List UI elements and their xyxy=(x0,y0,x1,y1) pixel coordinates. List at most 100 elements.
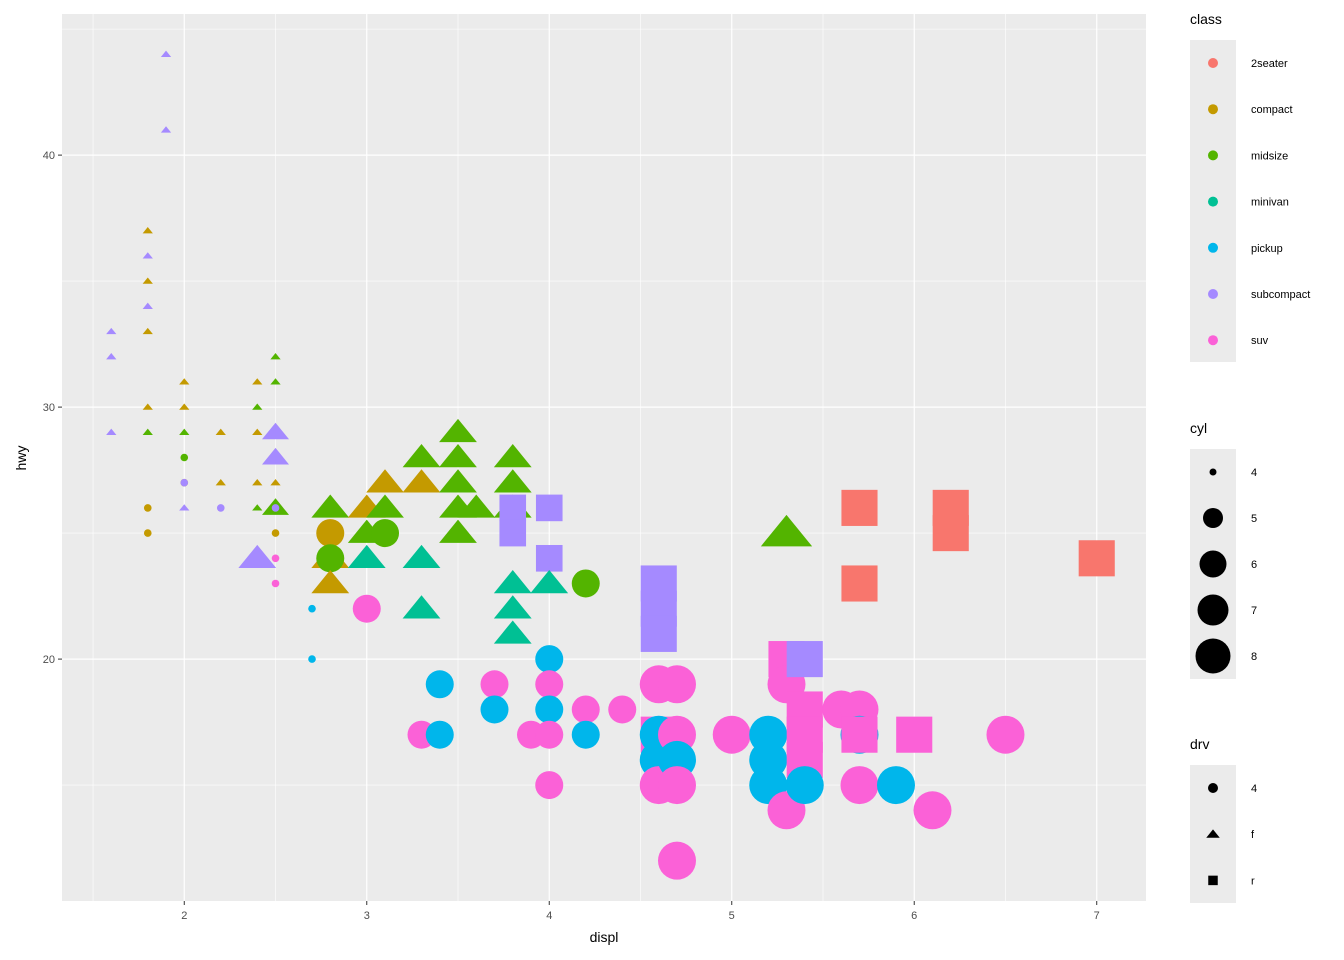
data-point xyxy=(499,519,527,547)
data-point xyxy=(439,519,477,543)
legend-drv-key-r xyxy=(1208,875,1218,886)
legend-class-key-midsize xyxy=(1208,150,1218,161)
data-point xyxy=(402,469,441,493)
legend-class-label-2seater: 2seater xyxy=(1251,58,1288,70)
data-point xyxy=(480,695,509,724)
y-tick-label: 30 xyxy=(43,402,55,414)
data-point xyxy=(308,655,316,663)
data-point xyxy=(160,50,172,57)
data-point xyxy=(760,514,813,547)
data-point xyxy=(238,544,277,569)
legend-class-label-midsize: midsize xyxy=(1251,150,1288,162)
x-tick-label: 6 xyxy=(911,910,917,922)
data-point xyxy=(106,327,117,335)
legend-class-label-suv: suv xyxy=(1251,335,1269,347)
data-point xyxy=(142,277,153,284)
data-point xyxy=(270,378,281,385)
legend-cyl-key-8 xyxy=(1195,638,1231,674)
data-point xyxy=(932,515,969,552)
data-point xyxy=(270,353,281,360)
x-axis-title: displ xyxy=(590,929,619,945)
data-point xyxy=(179,378,190,385)
data-point xyxy=(402,595,441,619)
legend-cyl-label-5: 5 xyxy=(1251,513,1257,525)
data-point xyxy=(571,720,600,749)
data-point xyxy=(311,570,350,594)
legend-class-key-minivan xyxy=(1208,196,1218,207)
x-tick-label: 3 xyxy=(364,910,370,922)
legend-drv: drv 4 f r xyxy=(1190,736,1257,903)
legend-cyl-key-5 xyxy=(1203,508,1223,528)
legend-cyl: cyl 4 5 6 7 8 xyxy=(1190,420,1257,679)
data-point xyxy=(841,565,878,602)
legend-class-key-2seater xyxy=(1208,58,1218,68)
data-point xyxy=(215,428,226,435)
data-point xyxy=(657,841,696,880)
data-point xyxy=(493,595,532,619)
data-point xyxy=(657,766,696,805)
data-point xyxy=(786,641,823,678)
data-point xyxy=(896,716,933,753)
data-point xyxy=(271,504,280,512)
legend-cyl-title: cyl xyxy=(1190,420,1207,436)
data-point xyxy=(252,504,263,511)
data-point xyxy=(840,766,879,805)
data-point xyxy=(530,570,569,594)
y-axis-title: hwy xyxy=(13,446,29,471)
data-point xyxy=(493,570,532,594)
x-tick-label: 2 xyxy=(181,910,187,922)
data-point xyxy=(402,444,441,468)
data-point xyxy=(876,766,915,805)
x-tick-label: 4 xyxy=(546,910,552,922)
data-point xyxy=(252,403,263,410)
data-point xyxy=(316,544,345,573)
legend-cyl-label-8: 8 xyxy=(1251,651,1257,663)
data-point xyxy=(535,771,564,800)
data-point xyxy=(535,645,564,674)
data-point xyxy=(252,428,263,435)
data-point xyxy=(142,428,153,435)
legend-drv-label-f: f xyxy=(1251,829,1255,841)
data-point xyxy=(640,615,677,652)
legend-cyl-label-4: 4 xyxy=(1251,467,1257,479)
data-point xyxy=(143,529,152,537)
data-point xyxy=(402,544,441,569)
legend-drv-label-r: r xyxy=(1251,875,1255,887)
data-point xyxy=(311,494,350,518)
data-point xyxy=(657,665,696,704)
data-point xyxy=(535,670,564,699)
data-point xyxy=(252,479,263,486)
data-point xyxy=(457,494,496,518)
data-point xyxy=(106,353,117,360)
y-tick-label: 20 xyxy=(43,654,55,666)
data-point xyxy=(986,715,1025,754)
data-point xyxy=(439,469,477,493)
data-point xyxy=(352,594,381,623)
legend-class-title: class xyxy=(1190,11,1222,27)
data-point xyxy=(143,504,152,512)
legend-cyl-key-6 xyxy=(1199,550,1227,578)
data-point xyxy=(608,695,637,724)
data-point xyxy=(142,302,153,309)
data-point xyxy=(366,469,404,493)
data-point xyxy=(271,554,280,563)
data-point xyxy=(179,403,190,410)
legend-cyl-label-7: 7 xyxy=(1251,605,1257,617)
legend-class-label-subcompact: subcompact xyxy=(1251,289,1310,301)
data-point xyxy=(1078,540,1115,577)
data-point xyxy=(216,504,225,512)
data-point xyxy=(308,604,316,613)
data-point xyxy=(841,716,878,753)
legend-class: class 2seater compact midsize minivan pickup… xyxy=(1190,11,1310,362)
legend-drv-key-4 xyxy=(1208,783,1218,793)
data-point xyxy=(160,126,172,133)
data-point xyxy=(252,378,263,385)
data-point xyxy=(571,569,600,598)
data-point xyxy=(535,720,564,749)
data-point xyxy=(179,504,190,511)
legend-drv-title: drv xyxy=(1190,736,1209,752)
data-point xyxy=(535,494,563,522)
data-point xyxy=(347,544,386,569)
legend-cyl-label-6: 6 xyxy=(1251,559,1257,571)
legend-class-key-pickup xyxy=(1208,242,1218,253)
